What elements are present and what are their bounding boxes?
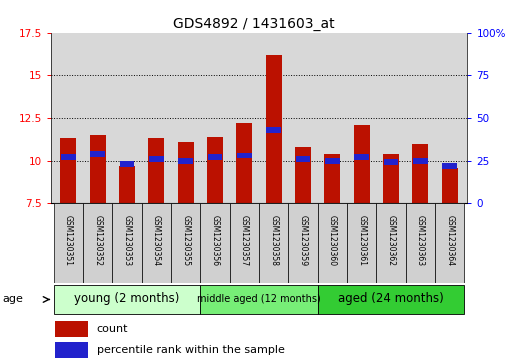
Bar (325, 158, 340, 164)
FancyBboxPatch shape (259, 203, 289, 283)
Text: GSM1230364: GSM1230364 (445, 215, 454, 266)
FancyBboxPatch shape (406, 203, 435, 283)
Bar (55, 342, 88, 358)
FancyBboxPatch shape (171, 203, 201, 283)
Bar (384, 159, 398, 165)
FancyBboxPatch shape (54, 285, 201, 314)
Bar (383, 154, 399, 203)
FancyBboxPatch shape (376, 203, 406, 283)
FancyBboxPatch shape (201, 203, 230, 283)
Text: GSM1230358: GSM1230358 (269, 215, 278, 266)
Bar (119, 166, 135, 203)
Text: GSM1230353: GSM1230353 (122, 215, 132, 266)
Bar (178, 158, 193, 164)
Bar (355, 154, 369, 160)
Text: GSM1230355: GSM1230355 (181, 215, 190, 266)
Text: young (2 months): young (2 months) (74, 292, 180, 305)
Text: GSM1230363: GSM1230363 (416, 215, 425, 266)
Bar (208, 154, 223, 160)
Bar (266, 55, 282, 203)
FancyBboxPatch shape (230, 203, 259, 283)
Bar (90, 135, 106, 203)
Text: GSM1230361: GSM1230361 (357, 215, 366, 266)
Bar (267, 127, 281, 133)
Bar (178, 142, 194, 203)
FancyBboxPatch shape (289, 203, 318, 283)
Text: GSM1230356: GSM1230356 (211, 215, 219, 266)
Bar (442, 163, 457, 169)
Bar (148, 138, 165, 203)
Bar (354, 125, 370, 203)
Bar (413, 158, 428, 164)
Text: middle aged (12 months): middle aged (12 months) (197, 294, 321, 304)
Bar (295, 147, 311, 203)
Text: percentile rank within the sample: percentile rank within the sample (97, 345, 284, 355)
Text: GSM1230359: GSM1230359 (299, 215, 307, 266)
Text: GSM1230357: GSM1230357 (240, 215, 249, 266)
Text: GSM1230362: GSM1230362 (387, 215, 396, 266)
Bar (120, 161, 134, 167)
Text: count: count (97, 324, 128, 334)
Bar (237, 152, 251, 159)
FancyBboxPatch shape (83, 203, 112, 283)
FancyBboxPatch shape (347, 203, 376, 283)
Bar (412, 143, 428, 203)
Bar (61, 154, 76, 160)
FancyBboxPatch shape (435, 203, 464, 283)
Bar (207, 137, 223, 203)
Text: aged (24 months): aged (24 months) (338, 292, 444, 305)
Text: GSM1230354: GSM1230354 (152, 215, 161, 266)
Text: GSM1230351: GSM1230351 (64, 215, 73, 266)
FancyBboxPatch shape (201, 285, 318, 314)
Bar (296, 156, 310, 162)
Text: age: age (3, 294, 23, 305)
Bar (60, 138, 77, 203)
FancyBboxPatch shape (318, 203, 347, 283)
FancyBboxPatch shape (54, 203, 83, 283)
FancyBboxPatch shape (142, 203, 171, 283)
Bar (324, 154, 340, 203)
Text: GSM1230360: GSM1230360 (328, 215, 337, 266)
Bar (55, 321, 88, 337)
Bar (441, 168, 458, 203)
Bar (149, 156, 164, 162)
FancyBboxPatch shape (112, 203, 142, 283)
Text: GSM1230352: GSM1230352 (93, 215, 102, 266)
Bar (90, 151, 105, 157)
Text: GDS4892 / 1431603_at: GDS4892 / 1431603_at (173, 17, 335, 31)
Bar (236, 123, 252, 203)
FancyBboxPatch shape (318, 285, 464, 314)
